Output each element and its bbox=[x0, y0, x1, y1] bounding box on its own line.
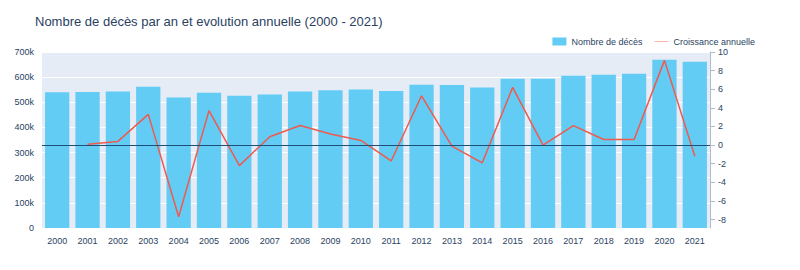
svg-text:-6: -6 bbox=[718, 196, 726, 206]
svg-text:2007: 2007 bbox=[260, 236, 280, 246]
svg-text:200k: 200k bbox=[14, 173, 34, 183]
svg-text:700k: 700k bbox=[14, 47, 34, 57]
svg-text:2002: 2002 bbox=[108, 236, 128, 246]
svg-text:100k: 100k bbox=[14, 198, 34, 208]
svg-text:Nombre de décès: Nombre de décès bbox=[571, 37, 643, 47]
svg-text:6: 6 bbox=[718, 84, 723, 94]
svg-text:2020: 2020 bbox=[654, 236, 674, 246]
svg-text:10: 10 bbox=[718, 47, 728, 57]
svg-text:2016: 2016 bbox=[533, 236, 553, 246]
svg-text:2004: 2004 bbox=[169, 236, 189, 246]
svg-text:2008: 2008 bbox=[290, 236, 310, 246]
svg-text:2013: 2013 bbox=[442, 236, 462, 246]
svg-text:2021: 2021 bbox=[685, 236, 705, 246]
svg-text:2009: 2009 bbox=[320, 236, 340, 246]
svg-text:2: 2 bbox=[718, 121, 723, 131]
svg-text:2018: 2018 bbox=[594, 236, 614, 246]
svg-text:-8: -8 bbox=[718, 215, 726, 225]
svg-text:2005: 2005 bbox=[199, 236, 219, 246]
svg-text:300k: 300k bbox=[14, 148, 34, 158]
svg-text:-2: -2 bbox=[718, 159, 726, 169]
svg-text:4: 4 bbox=[718, 103, 723, 113]
svg-text:500k: 500k bbox=[14, 97, 34, 107]
svg-text:2015: 2015 bbox=[503, 236, 523, 246]
svg-text:Nombre de décès par an et evol: Nombre de décès par an et evolution annu… bbox=[35, 14, 383, 29]
svg-text:0: 0 bbox=[29, 223, 34, 233]
svg-text:400k: 400k bbox=[14, 122, 34, 132]
svg-text:2019: 2019 bbox=[624, 236, 644, 246]
svg-text:-4: -4 bbox=[718, 177, 726, 187]
svg-text:2006: 2006 bbox=[229, 236, 249, 246]
svg-text:8: 8 bbox=[718, 66, 723, 76]
svg-text:Croissance annuelle: Croissance annuelle bbox=[673, 37, 755, 47]
svg-text:2012: 2012 bbox=[412, 236, 432, 246]
svg-text:0: 0 bbox=[718, 140, 723, 150]
svg-text:600k: 600k bbox=[14, 72, 34, 82]
svg-text:2011: 2011 bbox=[382, 236, 401, 246]
svg-text:2010: 2010 bbox=[351, 236, 371, 246]
svg-text:2000: 2000 bbox=[47, 236, 67, 246]
svg-text:2014: 2014 bbox=[472, 236, 492, 246]
svg-text:2017: 2017 bbox=[563, 236, 583, 246]
svg-text:2001: 2001 bbox=[78, 236, 98, 246]
svg-text:2003: 2003 bbox=[138, 236, 158, 246]
